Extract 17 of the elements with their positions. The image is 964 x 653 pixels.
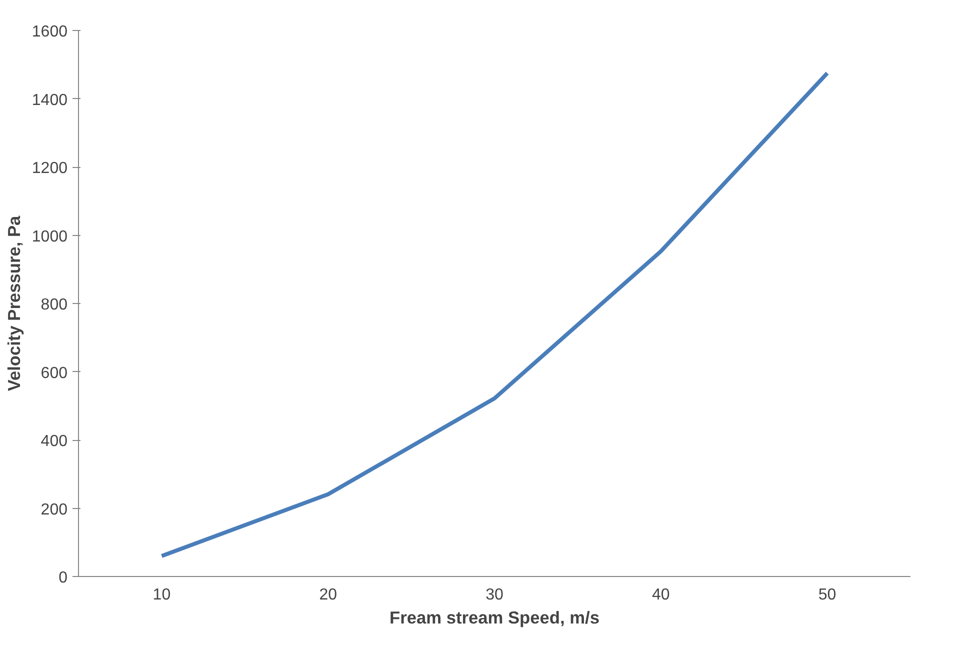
y-tick-label: 800 bbox=[40, 296, 68, 314]
y-tick-label: 200 bbox=[40, 501, 68, 518]
y-axis-title: Velocity Pressure, Pa bbox=[4, 215, 24, 392]
y-tick-label: 400 bbox=[40, 433, 68, 450]
y-tick-label: 600 bbox=[40, 364, 68, 382]
y-tick-label: 1200 bbox=[32, 160, 68, 177]
x-tick-label: 50 bbox=[818, 586, 836, 604]
x-tick-label: 20 bbox=[319, 586, 338, 604]
y-tick-label: 1000 bbox=[32, 228, 68, 246]
line-series bbox=[160, 71, 830, 558]
y-tick-label: 1400 bbox=[32, 92, 68, 109]
x-tick-label: 30 bbox=[486, 586, 504, 604]
y-tick-label: 1600 bbox=[32, 24, 68, 40]
x-tick-label: 40 bbox=[652, 586, 670, 604]
y-tick-label: 0 bbox=[58, 570, 68, 586]
x-tick-label: 10 bbox=[152, 586, 171, 604]
x-axis-title: Fream stream Speed, m/s bbox=[390, 608, 600, 628]
